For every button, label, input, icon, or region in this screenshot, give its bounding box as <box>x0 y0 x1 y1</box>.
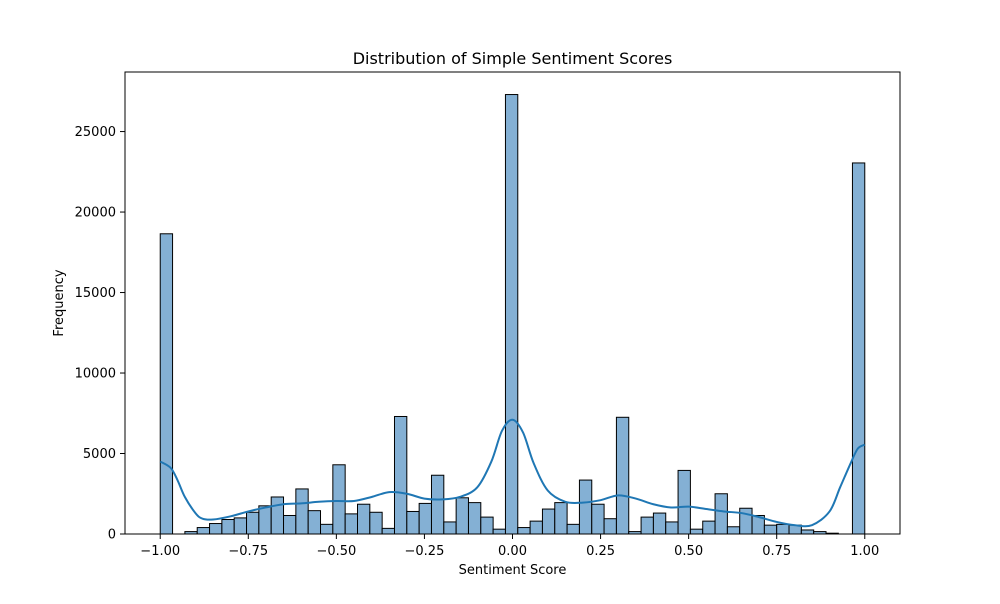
x-tick-label: −0.50 <box>316 544 356 559</box>
x-tick-label: 0.00 <box>498 544 527 559</box>
histogram-bar <box>541 508 556 535</box>
histogram-bar <box>702 520 716 535</box>
histogram-bar <box>529 520 543 535</box>
histogram-bar <box>406 510 420 535</box>
histogram-bar <box>591 503 605 535</box>
histogram-bar <box>283 514 297 535</box>
histogram-bar <box>221 519 235 535</box>
histogram-bar <box>443 521 457 535</box>
histogram-bar <box>196 527 211 535</box>
histogram-bar <box>763 524 778 535</box>
histogram-bar <box>258 505 272 535</box>
y-tick-label: 0 <box>108 528 116 543</box>
histogram-bar <box>480 516 494 535</box>
histogram-bar <box>517 527 531 535</box>
histogram-bar <box>566 523 580 535</box>
chart-title: Distribution of Simple Sentiment Scores <box>353 49 673 68</box>
histogram-bar <box>578 479 593 535</box>
histogram-bar <box>615 416 630 535</box>
histogram-bar <box>233 517 248 535</box>
histogram-bar <box>332 464 346 535</box>
x-tick-label: 0.50 <box>674 544 703 559</box>
x-tick-label: 1.00 <box>850 544 879 559</box>
histogram-bar <box>270 496 285 535</box>
x-axis-ticks: −1.00 −0.75 −0.50 −0.25 0.00 0.25 0.50 0.75 1.00 <box>140 534 879 559</box>
histogram-bar <box>776 523 790 535</box>
histogram-bar <box>320 523 334 535</box>
kde-layer <box>159 418 866 528</box>
x-tick-label: −0.75 <box>228 544 268 559</box>
histogram-bar <box>640 516 654 535</box>
histogram-bar <box>554 502 568 535</box>
histogram-bar <box>714 493 728 535</box>
histogram-bar <box>369 511 383 535</box>
histogram-bar <box>689 528 704 535</box>
x-tick-label: −1.00 <box>140 544 180 559</box>
histogram-bar <box>455 497 469 535</box>
y-tick-label: 10000 <box>75 367 116 382</box>
y-tick-label: 25000 <box>75 125 116 140</box>
histogram-bar <box>393 415 408 535</box>
histogram-bar <box>430 474 445 535</box>
histogram-bar <box>307 510 322 535</box>
histogram-bar <box>467 502 482 535</box>
y-tick-label: 5000 <box>83 447 116 462</box>
histogram-bar <box>246 511 260 535</box>
histogram-bar <box>665 521 679 535</box>
histogram-bar <box>381 527 395 535</box>
x-axis-label: Sentiment Score <box>459 563 567 578</box>
histogram-bar <box>677 469 691 535</box>
histogram-bar <box>357 503 371 535</box>
y-tick-label: 15000 <box>75 286 116 301</box>
histogram-bar <box>344 513 359 535</box>
histogram-bar <box>800 529 815 535</box>
y-axis-ticks: 0 5000 10000 15000 20000 25000 <box>75 125 125 543</box>
histogram-bar <box>652 512 667 535</box>
histogram-bar <box>504 94 519 535</box>
x-tick-label: 0.75 <box>762 544 791 559</box>
x-tick-label: −0.25 <box>405 544 445 559</box>
histogram-bar <box>492 528 506 535</box>
histogram-bar <box>159 233 174 535</box>
histogram-bar <box>726 526 741 535</box>
histogram-bar <box>209 523 223 535</box>
x-tick-label: 0.25 <box>586 544 615 559</box>
y-tick-label: 20000 <box>75 206 116 221</box>
histogram-bar <box>295 488 309 535</box>
histogram-bar <box>603 518 617 535</box>
histogram-bar <box>851 162 866 535</box>
kde-curve <box>159 418 866 528</box>
histogram-bar <box>418 502 432 535</box>
y-axis-label: Frequency <box>52 269 67 336</box>
